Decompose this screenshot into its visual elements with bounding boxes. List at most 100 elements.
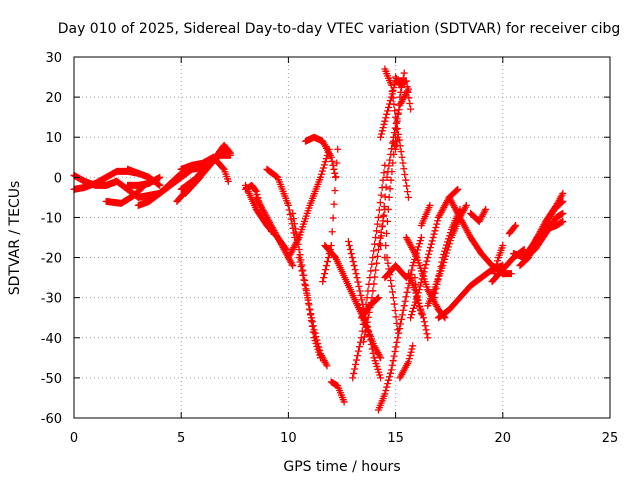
data-point <box>384 205 392 213</box>
data-point <box>327 242 335 250</box>
data-point <box>390 352 398 360</box>
data-point <box>410 301 418 309</box>
data-point <box>349 374 357 382</box>
data-point <box>445 232 453 240</box>
data-point <box>453 186 461 194</box>
data-point <box>444 235 452 243</box>
data-marks <box>70 65 567 414</box>
y-tick-label: -30 <box>41 292 62 307</box>
data-point <box>252 187 260 195</box>
data-point <box>418 275 426 283</box>
data-point <box>402 293 410 301</box>
data-point <box>219 148 227 156</box>
y-tick-label: 10 <box>45 131 62 146</box>
data-point <box>397 320 405 328</box>
data-point <box>321 158 329 166</box>
data-point <box>420 318 428 326</box>
data-point <box>344 238 352 246</box>
data-point <box>426 247 434 255</box>
data-point <box>454 185 462 193</box>
data-point <box>401 297 409 305</box>
data-point <box>317 354 325 362</box>
data-point <box>406 100 414 108</box>
data-point <box>348 254 356 262</box>
data-point <box>384 107 392 115</box>
y-axis-title: SDTVAR / TECUs <box>7 181 23 296</box>
series-arc-51 <box>505 221 520 237</box>
data-point <box>291 225 299 233</box>
data-point <box>390 150 398 158</box>
data-point <box>378 222 386 230</box>
data-point <box>364 313 372 321</box>
data-point <box>289 209 297 217</box>
data-point <box>423 257 431 265</box>
series-arc-12 <box>177 147 228 193</box>
data-point <box>559 189 567 197</box>
data-point <box>350 369 358 377</box>
y-tick-label: -60 <box>41 412 62 427</box>
data-point <box>499 242 507 250</box>
data-point <box>432 223 440 231</box>
data-point <box>407 105 415 113</box>
data-point <box>388 282 396 290</box>
data-point <box>384 380 392 388</box>
data-point <box>424 254 432 262</box>
data-point <box>340 398 348 406</box>
y-tick-label: 20 <box>45 91 62 106</box>
data-point <box>306 305 314 313</box>
data-point <box>302 285 310 293</box>
data-point <box>413 292 421 300</box>
data-point <box>353 352 361 360</box>
data-point <box>417 279 425 287</box>
data-point <box>397 148 405 156</box>
data-point <box>382 386 390 394</box>
data-point <box>381 390 389 398</box>
x-tick-label: 25 <box>602 431 619 446</box>
data-point <box>400 69 408 77</box>
data-point <box>350 262 358 270</box>
data-point <box>397 88 405 96</box>
data-point <box>385 103 393 111</box>
data-point <box>404 188 412 196</box>
data-point <box>224 177 232 185</box>
data-point <box>324 254 332 262</box>
data-point <box>394 334 402 342</box>
data-point <box>319 164 327 172</box>
data-point <box>380 120 388 128</box>
data-point <box>389 159 397 167</box>
data-point <box>392 313 400 321</box>
series-arc-23 <box>327 378 348 406</box>
data-point <box>296 258 304 266</box>
data-point <box>423 330 431 338</box>
data-point <box>417 234 425 241</box>
data-point <box>358 327 366 335</box>
data-point <box>377 374 385 382</box>
data-point <box>462 201 470 209</box>
data-point <box>385 376 393 384</box>
data-point <box>267 227 275 235</box>
data-point <box>379 124 387 132</box>
data-point <box>346 246 354 254</box>
data-point <box>349 258 357 266</box>
data-point <box>383 173 391 181</box>
data-point <box>412 280 420 288</box>
data-point <box>421 322 429 330</box>
data-point <box>397 315 405 323</box>
data-point <box>433 280 441 288</box>
data-point <box>381 117 389 125</box>
data-point <box>380 169 388 177</box>
data-point <box>420 268 428 276</box>
data-point <box>490 270 498 278</box>
data-point <box>327 153 335 161</box>
data-point <box>360 333 368 341</box>
data-point <box>361 328 369 336</box>
data-point <box>507 270 515 278</box>
data-point <box>352 270 360 278</box>
data-point <box>435 271 443 279</box>
data-point <box>399 306 407 314</box>
data-point <box>385 193 393 201</box>
data-point <box>284 201 292 209</box>
data-point <box>519 246 527 254</box>
data-point <box>391 107 399 115</box>
data-point <box>419 314 427 322</box>
